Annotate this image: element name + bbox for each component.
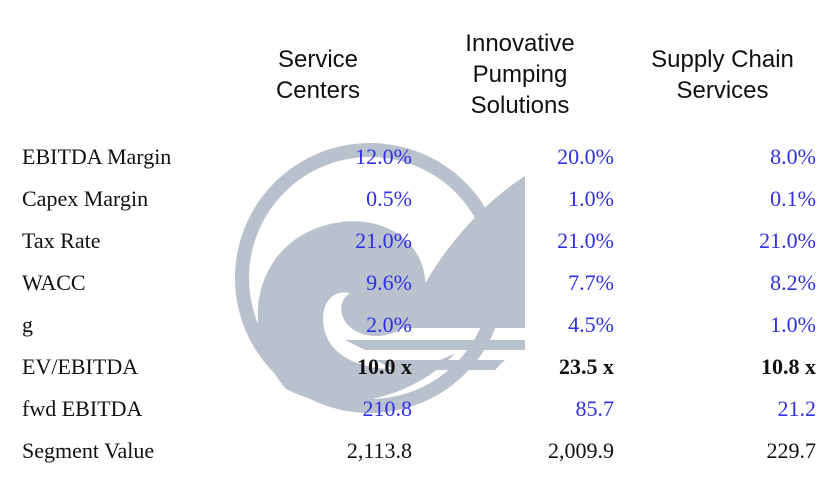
- table-cell: 8.0%: [770, 144, 816, 169]
- table-cell: 2,009.9: [548, 438, 614, 463]
- row-label: WACC: [22, 270, 86, 295]
- table-cell: 9.6%: [366, 270, 412, 295]
- table-cell: 1.0%: [770, 312, 816, 337]
- table-cell: 12.0%: [355, 144, 412, 169]
- table-cell: 20.0%: [557, 144, 614, 169]
- table-cell: 2,113.8: [346, 438, 412, 463]
- table-cell: 4.5%: [568, 312, 614, 337]
- table-cell: 10.8 x: [761, 354, 816, 379]
- row-label: g: [22, 312, 33, 337]
- row-label: Capex Margin: [22, 186, 149, 211]
- row-label: Tax Rate: [22, 228, 101, 253]
- table-cell: 10.0 x: [357, 354, 412, 379]
- table-cell: 229.7: [766, 438, 817, 463]
- table-cell: 85.7: [575, 396, 615, 421]
- row-label: EV/EBITDA: [22, 354, 139, 379]
- table-cell: 21.0%: [557, 228, 614, 253]
- wave-sail-logo-icon: [235, 143, 525, 413]
- table-cell: 1.0%: [568, 186, 614, 211]
- row-label: Segment Value: [22, 438, 155, 463]
- table-cell: 8.2%: [770, 270, 816, 295]
- table-cell: 0.1%: [770, 186, 816, 211]
- column-header-supply-chain-services: Supply Chain Services: [651, 46, 794, 104]
- table-cell: 21.0%: [759, 228, 816, 253]
- row-label: fwd EBITDA: [22, 396, 143, 421]
- table-cell: 210.8: [362, 396, 413, 421]
- row-label: EBITDA Margin: [22, 144, 172, 169]
- table-cell: 23.5 x: [559, 354, 614, 379]
- table-cell: 21.0%: [355, 228, 412, 253]
- table-cell: 0.5%: [366, 186, 412, 211]
- column-header-service-centers: Service Centers: [275, 46, 361, 104]
- table-cell: 21.2: [777, 396, 817, 421]
- table-cell: 7.7%: [568, 270, 614, 295]
- column-header-innovative-pumping-solutions: Innovative Pumping Solutions: [465, 30, 575, 119]
- table-cell: 2.0%: [366, 312, 412, 337]
